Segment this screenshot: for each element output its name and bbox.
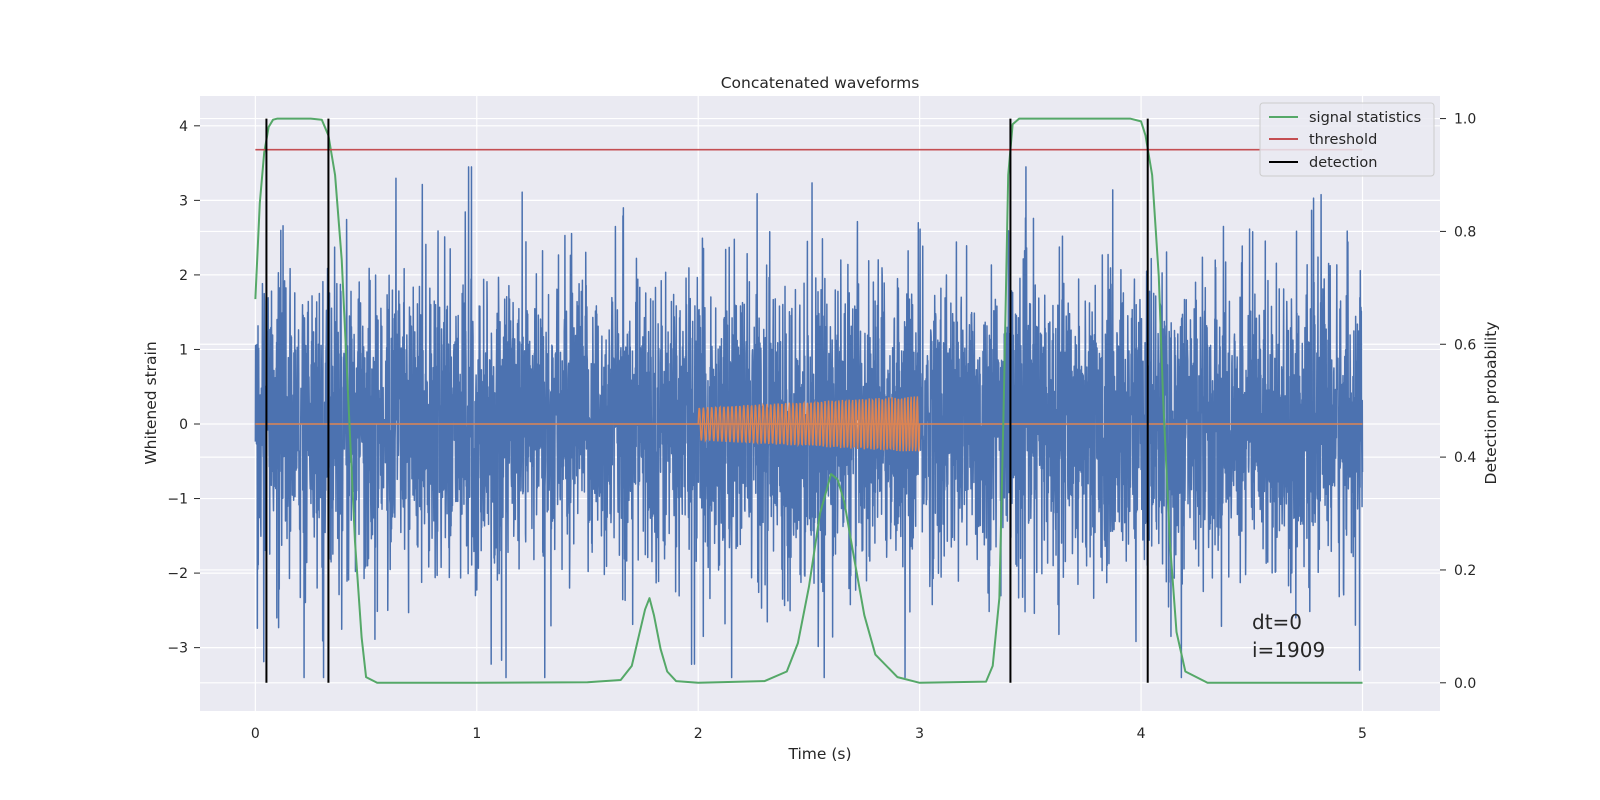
legend-label-threshold: threshold bbox=[1309, 132, 1377, 148]
y-tick-label-right: 1.0 bbox=[1454, 112, 1476, 128]
chart-title: Concatenated waveforms bbox=[721, 74, 920, 92]
series-chirp bbox=[697, 396, 921, 452]
ticks: 0 1 2 3 4 5 −3 −2 −1 0 1 2 3 4 0.0 0.2 0.4 0.6 0.8 1.0 bbox=[167, 112, 1476, 742]
y-tick-label-left: 1 bbox=[179, 342, 188, 358]
legend-frame bbox=[1259, 102, 1435, 177]
y-tick-label-right: 0.6 bbox=[1454, 337, 1476, 353]
legend: signal statistics threshold detection bbox=[1259, 102, 1435, 177]
data-layer bbox=[254, 117, 1364, 684]
y-tick-label-right: 0.4 bbox=[1454, 450, 1476, 466]
y-tick-label-right: 0.0 bbox=[1454, 676, 1476, 692]
x-tick-label: 1 bbox=[472, 726, 481, 742]
y-tick-label-left: −1 bbox=[167, 492, 188, 508]
x-tick-label: 0 bbox=[251, 726, 260, 742]
y-tick-label-right: 0.2 bbox=[1454, 563, 1476, 579]
y-tick-label-left: −3 bbox=[167, 641, 188, 657]
x-tick-label: 3 bbox=[915, 726, 924, 742]
x-axis-label: Time (s) bbox=[787, 745, 851, 763]
x-tick-label: 4 bbox=[1137, 726, 1146, 742]
annotation-dt: dt=0 bbox=[1252, 610, 1302, 634]
y-axis-label-right: Detection probability bbox=[1482, 322, 1500, 485]
y-tick-label-left: 4 bbox=[179, 119, 188, 135]
y-axis-label-left: Whitened strain bbox=[142, 341, 160, 464]
y-tick-label-left: 2 bbox=[179, 268, 188, 284]
y-tick-label-left: −2 bbox=[167, 566, 188, 582]
x-tick-label: 5 bbox=[1358, 726, 1367, 742]
y-tick-label-left: 3 bbox=[179, 193, 188, 209]
x-tick-label: 2 bbox=[694, 726, 703, 742]
annotation-index: i=1909 bbox=[1252, 638, 1325, 662]
series-signal-statistics bbox=[254, 117, 1363, 684]
legend-label-detection: detection bbox=[1309, 155, 1377, 171]
legend-label-signal-statistics: signal statistics bbox=[1309, 110, 1421, 126]
y-tick-label-left: 0 bbox=[179, 417, 188, 433]
y-tick-label-right: 0.8 bbox=[1454, 224, 1476, 240]
